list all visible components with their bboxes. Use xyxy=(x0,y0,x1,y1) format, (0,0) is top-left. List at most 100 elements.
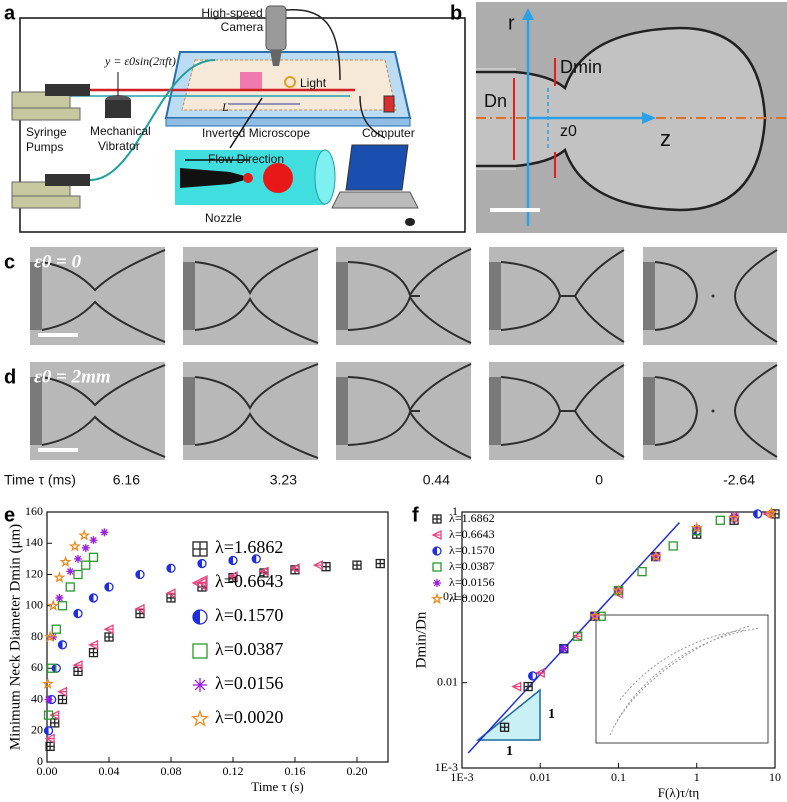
data-point xyxy=(72,660,83,671)
flow-label: Flow Direction xyxy=(208,152,284,166)
data-point xyxy=(352,560,362,570)
laptop-base xyxy=(331,191,419,209)
marker-part xyxy=(47,663,57,673)
label-line: Syringe xyxy=(26,125,67,139)
legend-label: λ=0.1570 xyxy=(449,543,495,557)
time-value: -2.64 xyxy=(723,472,755,488)
pumps-label: Syringe Pumps xyxy=(26,125,67,154)
y-axis-label: Dmin/Dn xyxy=(413,611,429,668)
y-tick-label: 0 xyxy=(37,754,43,768)
marker-part xyxy=(198,559,202,568)
marker-part xyxy=(193,678,207,692)
marker-part xyxy=(191,574,208,592)
camera xyxy=(265,5,287,51)
data-point xyxy=(649,550,662,562)
vibrator-label: Mechanical Vibrator xyxy=(90,124,151,153)
nozzle xyxy=(183,262,195,330)
interface xyxy=(500,249,625,343)
marker-part xyxy=(44,630,57,643)
data-point xyxy=(612,584,625,596)
marker-part xyxy=(289,563,300,574)
x-axis-label: Time τ (s) xyxy=(251,779,303,794)
data-point xyxy=(651,552,660,561)
marker-part xyxy=(58,695,67,704)
marker-part xyxy=(528,671,533,680)
x-tick-label: 0.04 xyxy=(99,764,120,778)
x-tick-label: 10 xyxy=(769,770,781,784)
legend-label: λ=0.0387 xyxy=(215,639,283,659)
marker-part xyxy=(103,624,114,635)
row-label: ε0 = 2mm xyxy=(34,366,111,387)
marker-part xyxy=(105,633,113,641)
marker-part xyxy=(590,612,599,621)
data-point xyxy=(44,695,53,704)
x-tick-label: 0.08 xyxy=(161,764,182,778)
marker-part xyxy=(649,550,662,562)
marker-part xyxy=(500,723,509,732)
nozzle-shape xyxy=(180,168,252,188)
data-point xyxy=(752,509,763,519)
marker-part xyxy=(432,562,442,572)
data-point xyxy=(73,608,83,619)
panel-label: b xyxy=(450,2,462,24)
data-point xyxy=(523,681,533,692)
y-tick-label: 20 xyxy=(31,723,43,737)
marker-part xyxy=(524,682,533,691)
marker-part xyxy=(588,609,601,622)
data-point xyxy=(57,686,68,697)
data-point xyxy=(321,562,331,572)
marker-part xyxy=(57,601,68,611)
data-point xyxy=(73,569,83,580)
computer-label: Computer xyxy=(362,126,415,140)
satellite xyxy=(711,294,715,298)
schematic: a High-speed Camera y = ε0sin(2πft) Light… xyxy=(4,2,466,233)
equation: y = ε0sin(2πft) xyxy=(104,54,176,68)
marker-part xyxy=(651,552,660,561)
stage-window xyxy=(181,59,397,111)
interface xyxy=(347,248,472,344)
y-tick-label: 120 xyxy=(25,566,43,580)
marker-part xyxy=(50,718,59,727)
time-value: 0 xyxy=(595,472,603,488)
data-point xyxy=(559,644,568,653)
y-tick-label: 40 xyxy=(31,691,43,705)
y-tick-label: 1E-3 xyxy=(435,760,458,774)
nozzle xyxy=(643,262,655,330)
nozzle xyxy=(336,262,348,330)
data-point xyxy=(104,582,114,592)
nozzle xyxy=(30,262,42,330)
marker-part xyxy=(51,624,61,634)
inset-curves xyxy=(609,625,761,736)
legend-marker xyxy=(191,574,208,592)
marker-part xyxy=(534,667,545,678)
marker-part xyxy=(765,506,778,519)
frame xyxy=(643,247,777,345)
legend-marker xyxy=(430,592,444,605)
vibrator xyxy=(105,100,131,118)
data-point xyxy=(165,588,176,599)
legend-label: λ=0.0020 xyxy=(449,591,495,605)
data-point xyxy=(43,726,54,736)
dn-label: Dn xyxy=(484,91,507,111)
data-point xyxy=(228,555,238,566)
data-point xyxy=(51,624,61,634)
marker-part xyxy=(431,529,442,541)
zoom-arrow xyxy=(229,97,263,149)
data-point xyxy=(588,609,601,622)
data-point xyxy=(590,612,599,621)
arrowhead xyxy=(522,8,534,20)
data-point xyxy=(103,624,114,635)
legend-label: λ=0.6643 xyxy=(449,527,495,541)
channel-end xyxy=(314,149,336,205)
legend-marker xyxy=(192,541,208,557)
marker-part xyxy=(89,648,98,657)
marker-part xyxy=(193,610,200,624)
data-point xyxy=(57,694,68,705)
nozzle xyxy=(489,262,501,330)
marker-part xyxy=(190,709,210,727)
data-point xyxy=(66,567,75,576)
data-point xyxy=(765,506,778,519)
syringe-1 xyxy=(45,84,90,96)
data-point xyxy=(55,593,64,602)
length-label: L xyxy=(221,100,229,114)
